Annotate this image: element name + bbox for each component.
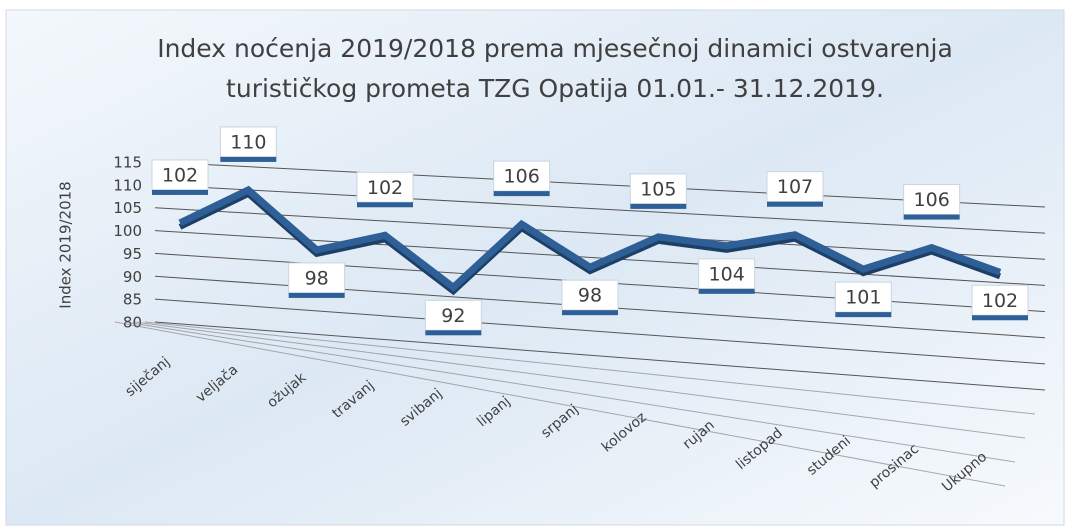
y-tick-label: 115 [113, 154, 142, 172]
data-label-edge [698, 288, 755, 294]
grid-line [154, 207, 1046, 260]
line-shadow [178, 190, 1002, 296]
y-tick-label: 95 [123, 245, 142, 263]
data-label-edge [562, 310, 618, 316]
y-tick-label: 85 [123, 291, 142, 309]
data-label-edge [152, 189, 208, 195]
data-label-edge [220, 156, 277, 162]
data-label: 105 [640, 178, 676, 200]
grid-line [154, 184, 1046, 234]
floor-line [124, 321, 1016, 463]
data-label-edge [767, 201, 823, 207]
data-label: 107 [777, 176, 813, 198]
data-label: 102 [162, 164, 198, 186]
data-label: 106 [504, 166, 540, 188]
data-label-box [903, 184, 961, 216]
grid-line [154, 321, 1046, 391]
data-label-edge [630, 203, 687, 209]
data-label-edge [972, 315, 1028, 321]
data-label-edge [493, 191, 550, 197]
line [178, 185, 1002, 292]
y-tick-label: 100 [113, 222, 142, 240]
data-label-box [766, 171, 824, 203]
data-label: 101 [845, 287, 881, 309]
data-label-edge [903, 214, 960, 220]
grid-line [154, 298, 1046, 365]
data-label: 104 [709, 263, 745, 285]
data-label-edge [288, 292, 345, 298]
data-label: 98 [578, 285, 602, 307]
floor-line [144, 321, 1036, 415]
data-label: 102 [982, 290, 1018, 312]
data-label-edge [835, 312, 892, 318]
data-label: 110 [230, 131, 266, 153]
y-tick-label: 90 [123, 268, 142, 286]
y-tick-label: 105 [113, 199, 142, 217]
data-label-box [219, 126, 277, 158]
y-axis-label: Index 2019/2018 [57, 181, 75, 308]
chart-title: turističkog prometa TZG Opatija 01.01.- … [226, 74, 884, 103]
data-label-box [971, 284, 1029, 316]
data-label: 102 [367, 177, 403, 199]
y-tick-label: 110 [113, 176, 142, 194]
floor-line [134, 321, 1026, 439]
data-label: 98 [305, 267, 329, 289]
data-label-box [493, 160, 551, 192]
data-label-edge [425, 330, 482, 336]
data-label-box [698, 258, 756, 290]
y-tick-label: 80 [123, 314, 142, 332]
data-label-box [356, 171, 414, 203]
chart-title: Index noćenja 2019/2018 prema mjesečnoj … [157, 34, 953, 63]
data-label-box [629, 173, 687, 205]
data-label: 92 [441, 305, 465, 327]
data-label: 106 [914, 189, 950, 211]
data-label-edge [357, 202, 413, 208]
grid-line [154, 161, 1046, 208]
data-label-box [834, 281, 892, 313]
floor-line [114, 321, 1006, 487]
